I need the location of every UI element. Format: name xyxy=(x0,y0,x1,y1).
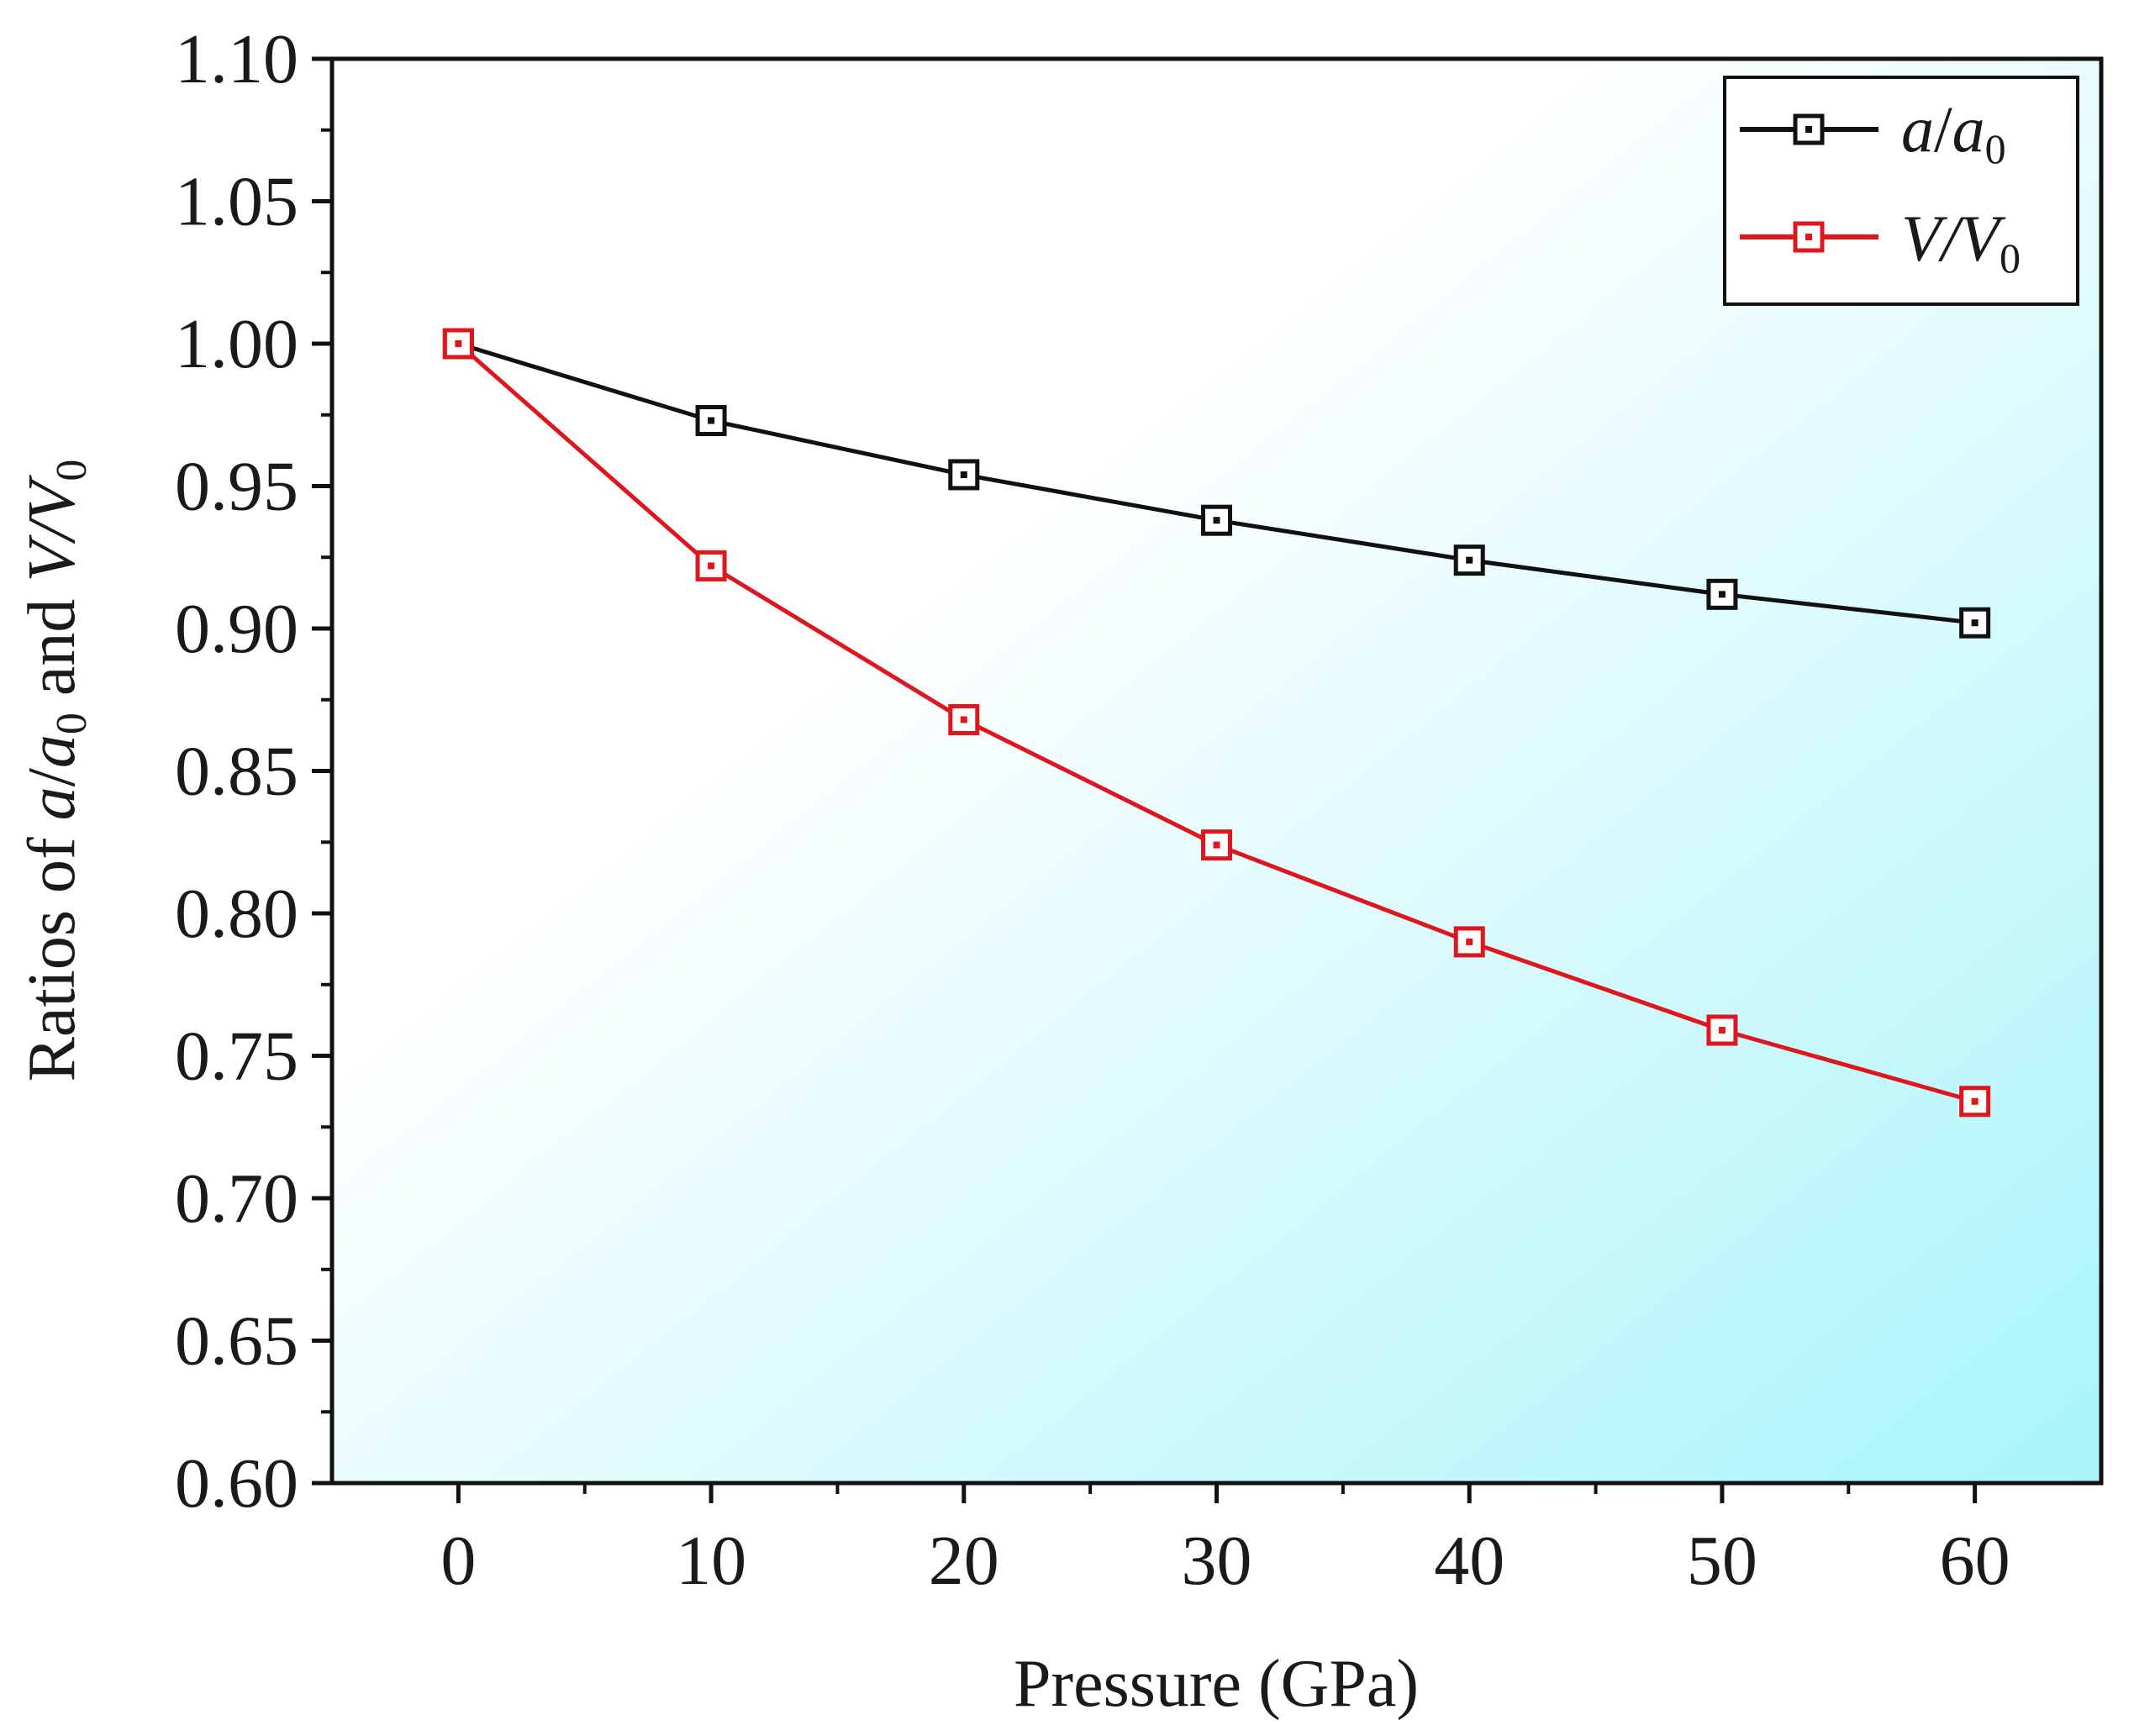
legend: a/a0 V/V0 xyxy=(1723,76,2079,306)
marker-dot-0-20 xyxy=(960,471,967,478)
marker-dot-1-30 xyxy=(1213,841,1220,849)
legend-entry-v-v0: V/V0 xyxy=(1740,202,2021,281)
marker-dot-1-20 xyxy=(960,716,967,723)
x-tick-label-40: 40 xyxy=(1434,1522,1504,1600)
marker-1-30 xyxy=(1201,829,1232,861)
y-tick-label-0.60: 0.60 xyxy=(175,1444,298,1523)
y-tick-label-0.95: 0.95 xyxy=(175,448,298,526)
y-tick-label-0.80: 0.80 xyxy=(175,875,298,953)
marker-1-20 xyxy=(948,703,980,735)
marker-dot-1-10 xyxy=(708,562,715,570)
legend-entry-a-a0: a/a0 xyxy=(1740,92,2006,172)
legend-marker-dot-a-a0 xyxy=(1805,126,1812,133)
x-tick-label-10: 10 xyxy=(676,1522,746,1600)
x-axis-ticks: 0 10 20 30 40 50 60 xyxy=(440,1483,2010,1600)
marker-dot-0-50 xyxy=(1718,591,1726,598)
marker-dot-1-50 xyxy=(1718,1026,1726,1034)
legend-marker-dot-v-v0 xyxy=(1805,234,1812,240)
y-tick-label-0.75: 0.75 xyxy=(175,1018,298,1096)
x-tick-label-20: 20 xyxy=(929,1522,999,1600)
x-tick-label-0: 0 xyxy=(440,1522,476,1600)
y-tick-label-1.00: 1.00 xyxy=(175,305,298,383)
legend-marker-v-v0 xyxy=(1793,221,1825,253)
marker-dot-1-0 xyxy=(455,340,462,347)
marker-dot-1-40 xyxy=(1466,938,1473,945)
marker-dot-1-60 xyxy=(1971,1097,1979,1105)
marker-dot-0-10 xyxy=(708,417,715,424)
y-tick-label-0.85: 0.85 xyxy=(175,733,298,811)
y-axis-label: Ratios of a/a0 and V/V0 xyxy=(15,460,96,1082)
x-tick-label-30: 30 xyxy=(1182,1522,1252,1600)
series-layer xyxy=(442,328,1991,1118)
y-axis-ticks: 0.60 0.65 0.70 0.75 0.80 0.85 0.90 0.95 1.00 1.05… xyxy=(175,20,332,1523)
y-tick-label-0.90: 0.90 xyxy=(175,590,298,668)
marker-dot-0-60 xyxy=(1971,619,1979,627)
series-1 xyxy=(442,328,1991,1118)
legend-label-v-v0: V/V0 xyxy=(1901,202,2021,281)
legend-label-a-a0: a/a0 xyxy=(1901,92,2006,172)
x-tick-label-50: 50 xyxy=(1687,1522,1757,1600)
marker-dot-0-30 xyxy=(1213,517,1220,524)
y-tick-label-1.10: 1.10 xyxy=(175,20,298,98)
marker-1-50 xyxy=(1706,1014,1738,1046)
y-tick-label-0.70: 0.70 xyxy=(175,1160,298,1238)
marker-1-60 xyxy=(1959,1086,1991,1118)
marker-dot-0-40 xyxy=(1466,556,1473,564)
legend-box xyxy=(1723,76,2079,306)
x-tick-label-60: 60 xyxy=(1940,1522,2010,1600)
y-tick-label-0.65: 0.65 xyxy=(175,1302,298,1381)
marker-1-40 xyxy=(1453,926,1485,958)
x-axis-label: Pressure (GPa) xyxy=(1014,1647,1419,1721)
y-tick-label-1.05: 1.05 xyxy=(175,163,298,241)
